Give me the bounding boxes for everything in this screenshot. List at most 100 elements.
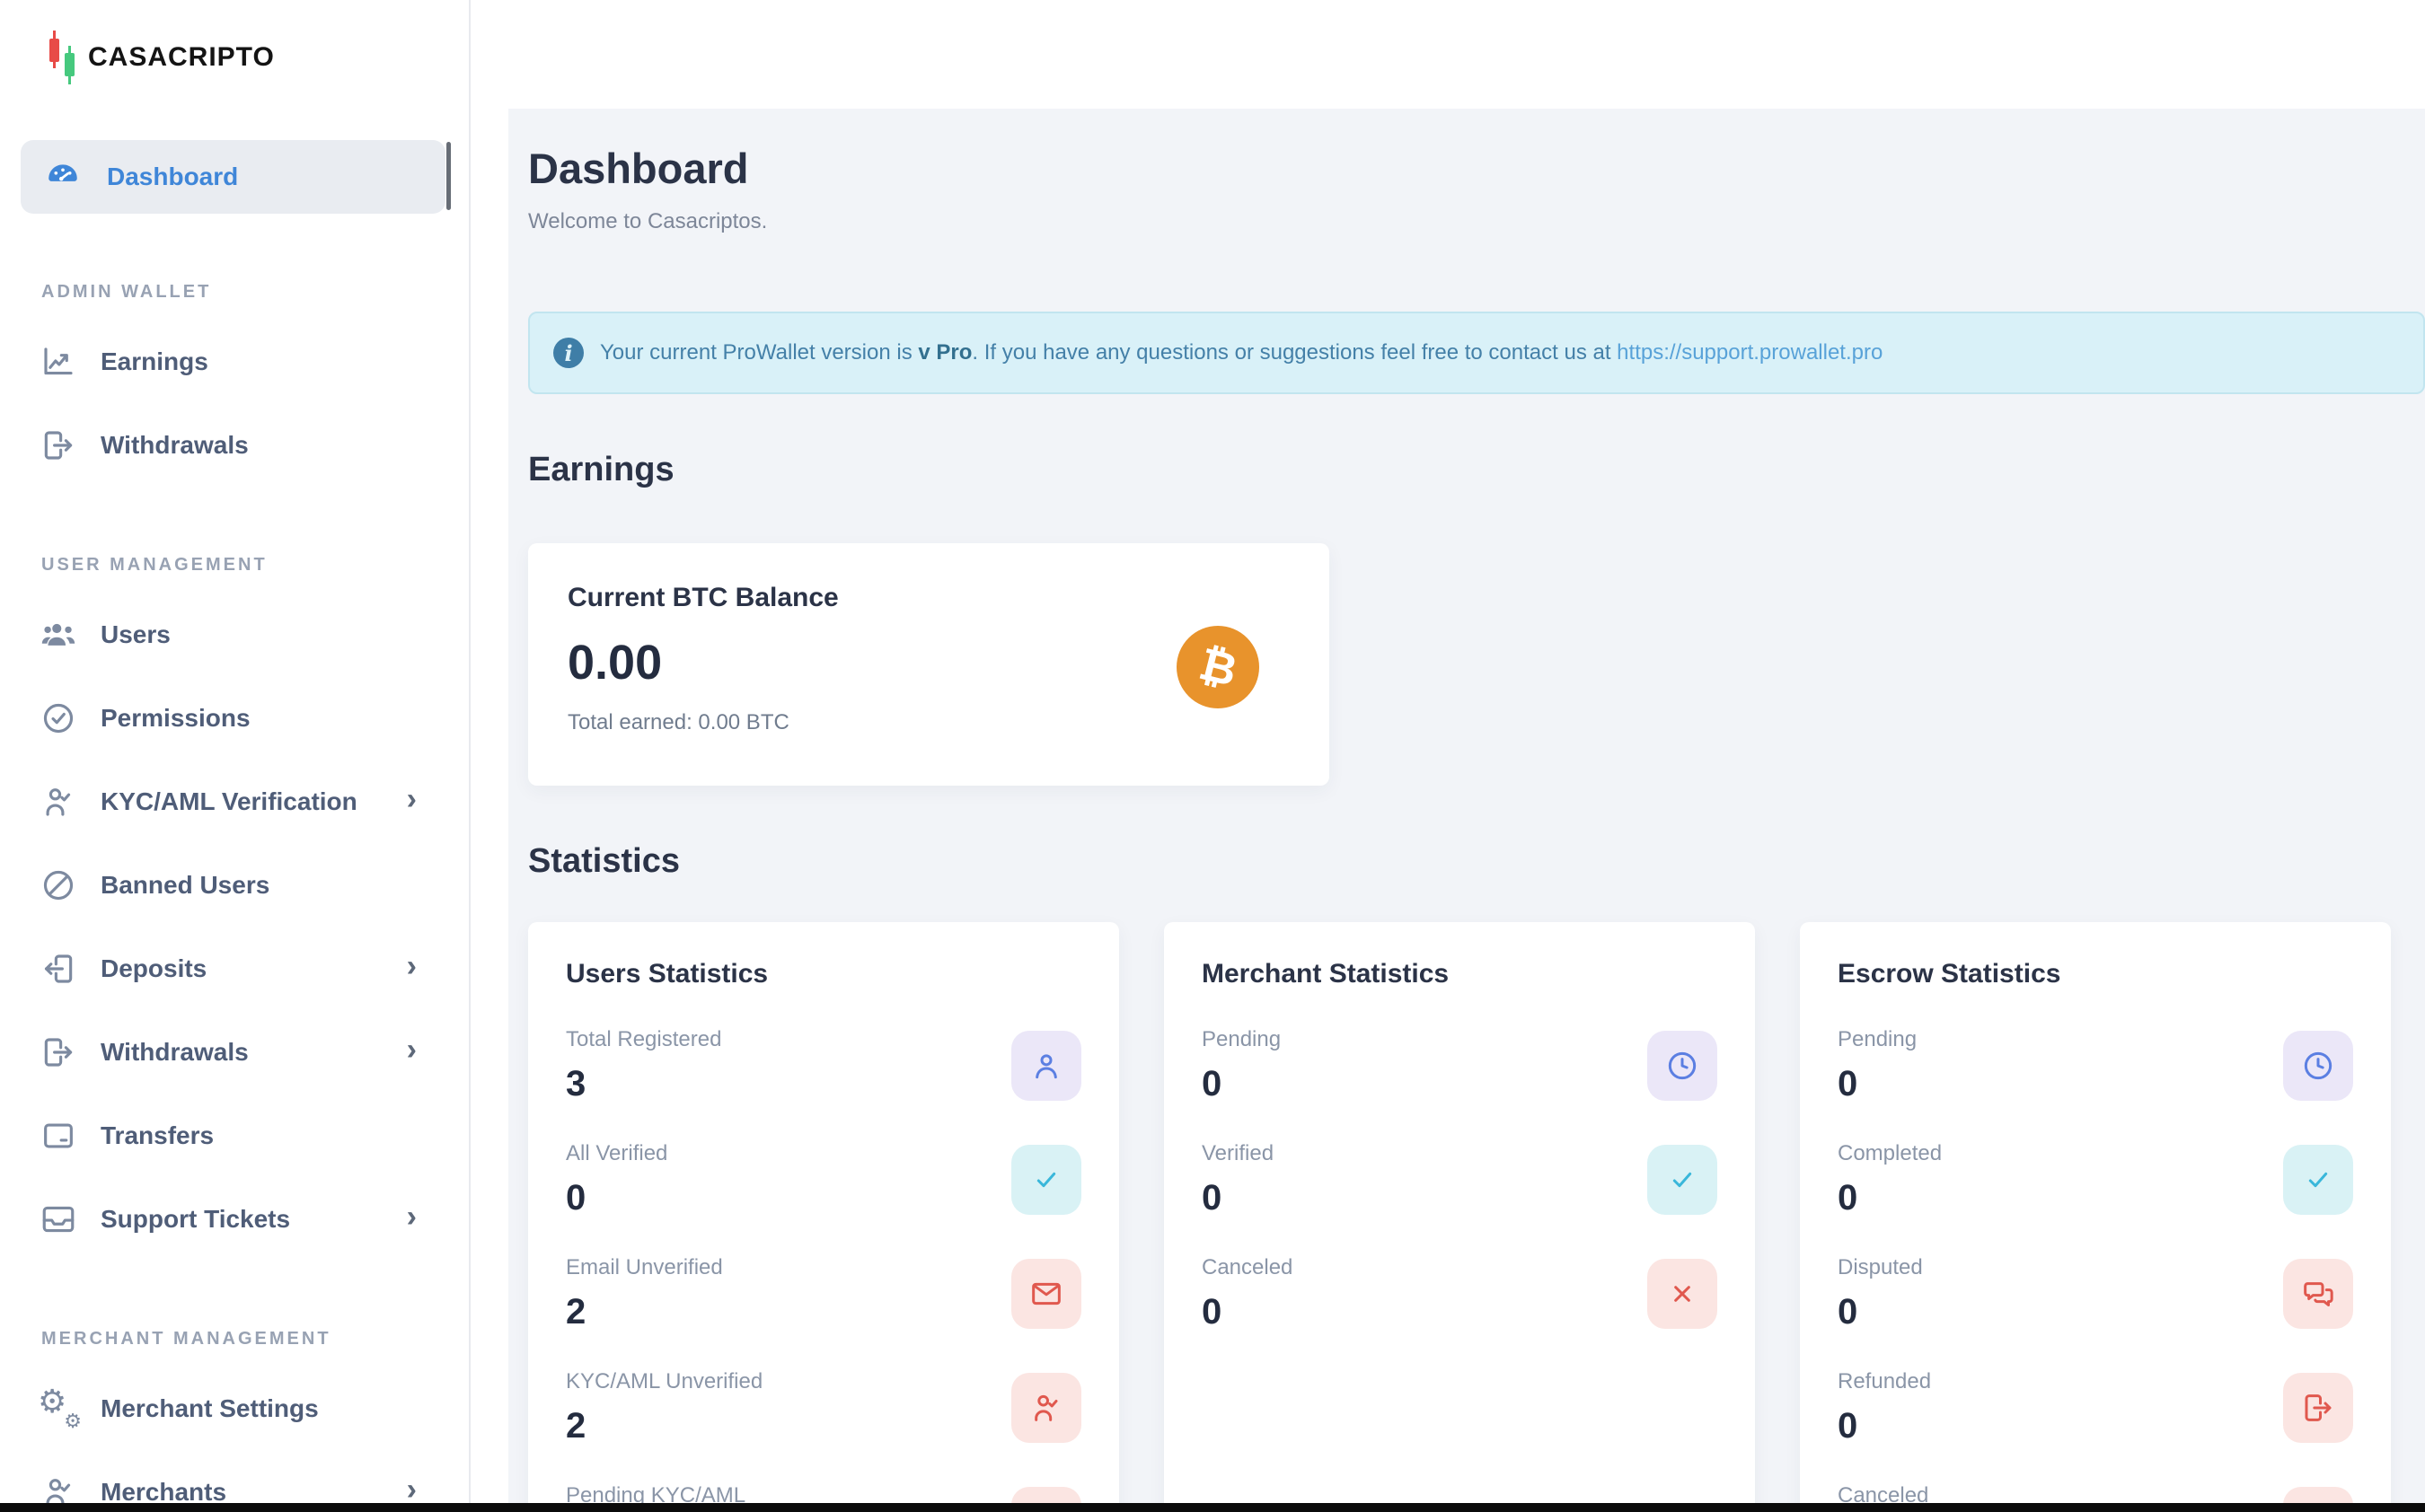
stat-label: Verified [1202,1141,1274,1165]
info-icon: i [553,338,584,368]
sidebar-item-kyc-aml-verification[interactable]: KYC/AML Verification › [0,760,469,843]
sidebar-item-label: Dashboard [107,163,239,190]
sidebar-item-label: Support Tickets [101,1204,291,1233]
page-subtitle: Welcome to Casacriptos. [528,209,768,233]
stat-label: Total Registered [566,1027,722,1051]
content-panel: Dashboard Welcome to Casacriptos. i Your… [508,109,2425,1512]
sidebar-item-label: Earnings [101,347,208,375]
stat-row: Disputed 0 [1838,1254,2353,1332]
sidebar-item-label: Deposits [101,954,207,982]
chevron-right-icon: › [406,1199,417,1234]
stat-text: All Verified 0 [566,1140,667,1218]
brand-name: CASACRIPTO [88,42,275,72]
sidebar-nav: Dashboard ADMIN WALLET Earnings Withdrawals… [0,140,469,1512]
person-check-icon [38,1472,79,1512]
btc-card-title: Current BTC Balance [568,583,839,612]
sidebar-item-dashboard[interactable]: Dashboard [21,140,445,214]
check-icon [1647,1144,1717,1215]
stat-value: 0 [1838,1178,1858,1218]
support-link[interactable]: https://support.prowallet.pro [1617,340,1883,365]
clock-icon [1647,1030,1717,1101]
sidebar-item-transfers[interactable]: Transfers [0,1094,469,1177]
sidebar-item-support-tickets[interactable]: Support Tickets › [0,1177,469,1261]
stat-card-title: Escrow Statistics [1838,959,2061,989]
gears-icon: ⚙ ⚙ [38,1383,82,1433]
stat-value: 0 [1202,1064,1222,1103]
sidebar-item-earnings[interactable]: Earnings [0,320,469,403]
stat-card-merchant-statistics: Merchant Statistics Pending 0 Verified 0 Canc… [1164,922,1755,1512]
bottom-edge-bar [0,1503,2425,1512]
person-check-icon [38,781,79,822]
stat-value: 3 [566,1064,586,1103]
check-icon [2283,1144,2353,1215]
stat-text: Pending 0 [1838,1026,1917,1104]
speedometer-icon [42,156,84,198]
stat-value: 0 [1838,1406,1858,1446]
stat-text: Refunded 0 [1838,1368,1931,1446]
sidebar-scrollbar-thumb[interactable] [446,142,451,210]
stat-row: Pending 0 [1838,1026,2353,1104]
stat-label: KYC/AML Unverified [566,1369,763,1393]
sidebar-item-label: Withdrawals [101,430,249,459]
stat-card-escrow-statistics: Escrow Statistics Pending 0 Completed 0 Dispu… [1800,922,2391,1512]
stat-row: Pending 0 [1202,1026,1717,1104]
x-icon [1647,1258,1717,1329]
sidebar-item-permissions[interactable]: Permissions [0,676,469,760]
btc-balance-value: 0.00 [568,636,663,690]
envelope-icon [1011,1258,1081,1329]
brand-logo[interactable]: CASACRIPTO [0,0,469,86]
stat-value: 0 [566,1178,586,1218]
sidebar-item-merchant-settings[interactable]: ⚙ ⚙ Merchant Settings [0,1367,469,1450]
box-arrow-right-icon [38,425,79,466]
chat-icon [2283,1258,2353,1329]
nav-section-header: USER MANAGEMENT [41,555,268,575]
version-banner-text: Your current ProWallet version is v Pro.… [600,340,1883,365]
clock-icon [2283,1030,2353,1101]
box-arrow-in-left-icon [38,948,79,989]
sidebar-item-label: Permissions [101,703,251,732]
sidebar-item-label: KYC/AML Verification [101,787,357,815]
sidebar-item-deposits[interactable]: Deposits › [0,927,469,1010]
chevron-right-icon: › [406,1032,417,1067]
stat-row: KYC/AML Unverified 2 [566,1368,1081,1446]
stat-label: All Verified [566,1141,668,1165]
sidebar-item-merchants[interactable]: Merchants › [0,1450,469,1512]
stat-text: Verified 0 [1202,1140,1274,1218]
chevron-right-icon: › [406,781,417,816]
chevron-right-icon: › [406,1472,417,1507]
people-icon [38,614,79,655]
version-banner: i Your current ProWallet version is v Pr… [528,312,2425,394]
slash-circle-icon [38,865,79,906]
chart-line-icon [38,341,79,382]
sidebar-item-withdrawals[interactable]: Withdrawals [0,403,469,487]
stat-text: Pending 0 [1202,1026,1281,1104]
statistics-cards-row: Users Statistics Total Registered 3 All Ver… [528,922,2425,1512]
stat-row: Canceled 0 [1202,1254,1717,1332]
person-icon [1011,1030,1081,1101]
sidebar-item-label: Merchant Settings [101,1393,319,1422]
stat-label: Canceled [1202,1255,1293,1279]
box-arrow-right-icon [38,1032,79,1073]
stat-row: Verified 0 [1202,1140,1717,1218]
box-arrow-right-icon [2283,1372,2353,1443]
sidebar: CASACRIPTO Dashboard ADMIN WALLET Earnings… [0,0,471,1512]
statistics-heading: Statistics [528,842,680,880]
btc-total-earned: Total earned: 0.00 BTC [568,710,789,734]
stat-text: Total Registered 3 [566,1026,721,1104]
sidebar-item-label: Banned Users [101,870,270,899]
nav-section-header: ADMIN WALLET [41,282,212,302]
sidebar-item-label: Merchants [101,1477,227,1506]
stat-value: 0 [1838,1292,1858,1332]
sidebar-item-banned-users[interactable]: Banned Users [0,843,469,927]
wallet-icon [38,1115,79,1156]
candlestick-logo-icon [47,30,77,85]
sidebar-item-withdrawals[interactable]: Withdrawals › [0,1010,469,1094]
inbox-icon [38,1199,79,1240]
stat-text: Canceled 0 [1202,1254,1292,1332]
stat-row: Email Unverified 2 [566,1254,1081,1332]
version-value: v Pro [918,340,973,365]
sidebar-item-users[interactable]: Users [0,593,469,676]
stat-card-users-statistics: Users Statistics Total Registered 3 All Ver… [528,922,1119,1512]
check-circle-icon [38,698,79,739]
